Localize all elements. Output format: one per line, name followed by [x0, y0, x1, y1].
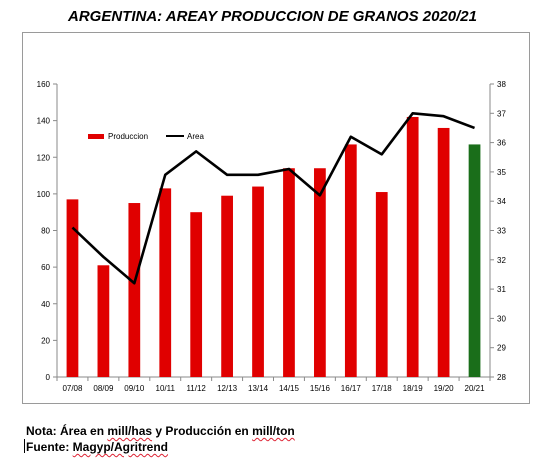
y-left-tick-label: 40: [41, 300, 50, 309]
x-tick-label: 08/09: [93, 384, 114, 393]
x-tick-label: 11/12: [186, 384, 206, 393]
y-right-tick-label: 30: [497, 314, 506, 323]
x-tick-label: 16/17: [341, 384, 362, 393]
x-tick-label: 20/21: [465, 384, 486, 393]
source-line: Fuente: Magyp/Agritrend: [26, 440, 168, 454]
source-prefix: Fuente:: [26, 440, 73, 454]
axes: [53, 83, 494, 381]
x-tick-label: 15/16: [310, 384, 331, 393]
x-tick-label: 13/14: [248, 384, 269, 393]
chart-title: ARGENTINA: AREAY PRODUCCION DE GRANOS 20…: [68, 8, 477, 25]
x-tick-label: 18/19: [403, 384, 424, 393]
x-tick-label: 07/08: [62, 384, 83, 393]
y-left-tick-label: 20: [41, 336, 50, 345]
y-right-tick-label: 31: [497, 285, 506, 294]
legend-label-produccion: Produccion: [108, 132, 148, 141]
bar-produccion: [66, 199, 79, 377]
bar-produccion: [159, 188, 172, 377]
bar-produccion: [468, 144, 481, 377]
note-prefix: Nota: Área en: [26, 424, 108, 438]
y-right-tick-label: 33: [497, 227, 506, 236]
y-right-tick-label: 35: [497, 168, 506, 177]
tick-labels: 0 20 40 60 80 100 120 140 160 28 29 30 31 32 33 34 35 36 3…: [37, 80, 507, 393]
x-tick-label: 17/18: [372, 384, 393, 393]
bar-produccion: [406, 116, 419, 378]
y-left-tick-label: 100: [37, 190, 51, 199]
source-name: Magyp/Agritrend: [72, 440, 169, 454]
y-right-tick-label: 29: [497, 344, 506, 353]
y-left-tick-label: 160: [37, 80, 51, 89]
y-right-tick-label: 37: [497, 109, 506, 118]
y-left-tick-label: 0: [46, 373, 51, 382]
text-cursor: [24, 439, 25, 453]
bar-produccion: [97, 265, 110, 377]
y-left-tick-label: 80: [41, 227, 50, 236]
y-right-tick-label: 34: [497, 197, 506, 206]
line-area: [71, 112, 475, 285]
legend-swatch-produccion: [88, 134, 104, 139]
bar-produccion: [375, 192, 388, 377]
note-unit-production: mill/ton: [252, 424, 295, 438]
x-tick-label: 14/15: [279, 384, 300, 393]
y-right-tick-label: 36: [497, 139, 506, 148]
note-mid: y Producción en: [152, 424, 253, 438]
x-tick-label: 19/20: [434, 384, 455, 393]
bar-produccion: [283, 168, 295, 377]
y-left-tick-label: 140: [37, 117, 51, 126]
bar-produccion: [128, 203, 141, 377]
bar-produccion: [190, 212, 203, 377]
y-right-tick-label: 38: [497, 80, 506, 89]
legend: Produccion Area: [88, 132, 204, 141]
note-unit-area: mill/has: [107, 424, 153, 438]
y-right-tick-label: 32: [497, 256, 506, 265]
x-tick-label: 10/11: [156, 384, 176, 393]
y-left-tick-label: 60: [41, 263, 50, 272]
note-line: Nota: Área en mill/has y Producción en m…: [26, 424, 295, 438]
bar-produccion: [221, 195, 233, 377]
x-tick-label: 12/13: [217, 384, 238, 393]
bar-produccion: [252, 186, 264, 377]
y-left-tick-label: 120: [37, 153, 51, 162]
legend-label-area: Area: [187, 132, 204, 141]
bar-produccion: [314, 168, 326, 377]
y-right-tick-label: 28: [497, 373, 506, 382]
area-line: [71, 112, 475, 285]
bar-produccion: [344, 144, 357, 377]
bars: [66, 116, 481, 378]
x-tick-label: 09/10: [124, 384, 145, 393]
bar-produccion: [437, 127, 450, 377]
